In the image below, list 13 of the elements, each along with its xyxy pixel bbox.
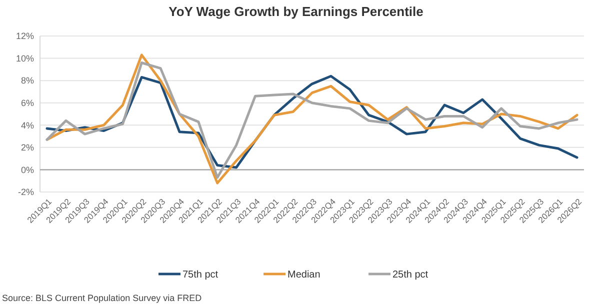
y-tick-label: 2% xyxy=(20,142,34,153)
legend-label: 75th pct xyxy=(182,270,218,280)
y-tick-label: -2% xyxy=(18,187,34,198)
legend-label: 25th pct xyxy=(392,270,428,280)
y-tick-label: 8% xyxy=(20,76,34,86)
source-note: Source: BLS Current Population Survey via FRED xyxy=(2,293,202,303)
chart-title: YoY Wage Growth by Earnings Percentile xyxy=(168,4,424,19)
y-tick-label: 6% xyxy=(20,98,34,108)
legend-label: Median xyxy=(288,270,320,280)
y-tick-label: 10% xyxy=(16,53,34,64)
y-tick-label: 0% xyxy=(20,164,34,175)
y-tick-label: 12% xyxy=(16,31,34,42)
y-tick-label: 4% xyxy=(20,120,34,130)
